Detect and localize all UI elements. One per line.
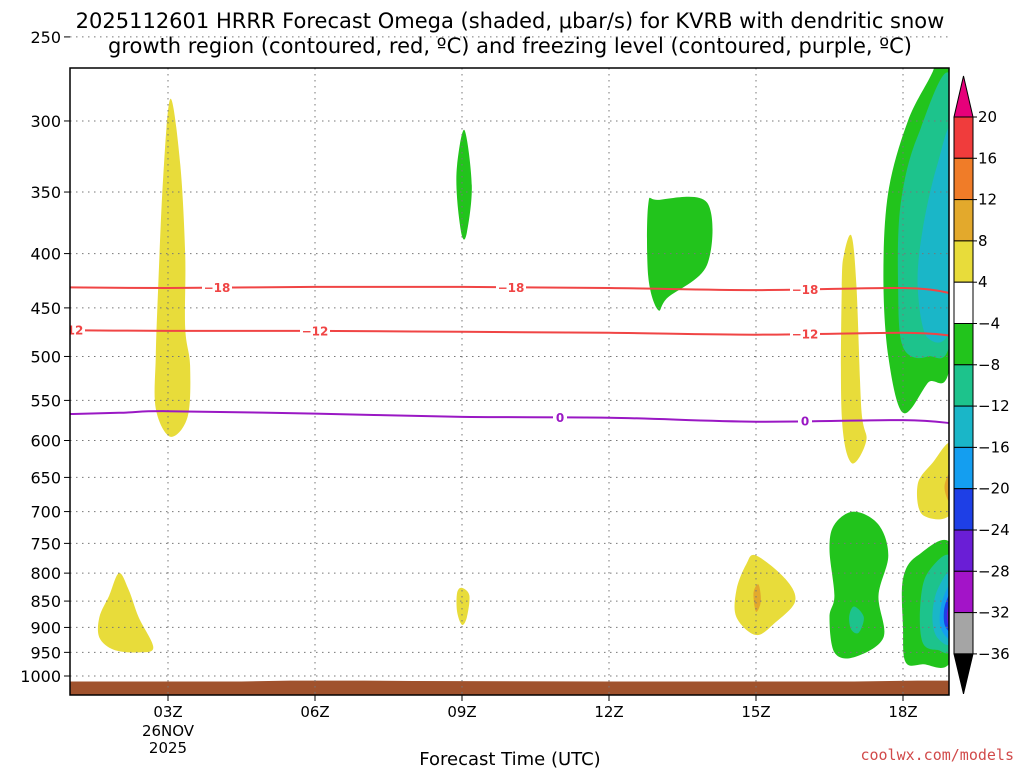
dendritic-18-label-0: −18: [204, 281, 231, 295]
y-tick-label-250: 250: [30, 28, 61, 47]
dendritic-18-label-bg-1: [496, 280, 526, 295]
colorbar-label--4: −4: [978, 315, 1000, 333]
grid-layer: [70, 36, 949, 695]
y-tick-label-950: 950: [30, 643, 61, 662]
positive-omega-02z-low: [97, 573, 154, 653]
y-tick-label-450: 450: [30, 299, 61, 318]
colorbar-box--4: [953, 323, 974, 366]
positive-omega-03z-column: [154, 98, 191, 437]
chart-title-line-2: growth region (contoured, red, ºC) and f…: [108, 34, 912, 58]
ground-layer: [70, 680, 949, 695]
positive-omega-19z-mid-core: [944, 472, 949, 502]
negative-omega-19z-low-32: [950, 607, 952, 624]
negative-omega-17z-core: [849, 606, 864, 634]
y-tick-label-800: 800: [30, 564, 61, 583]
colorbar-box--28: [953, 570, 974, 614]
x-axis-title: Forecast Time (UTC): [419, 749, 600, 768]
positive-omega-15z-low: [734, 554, 796, 636]
freezing-level-0-label-1: 0: [801, 415, 809, 429]
colorbar-box-4: [953, 281, 974, 325]
x-tick-label-03Z: 03Z: [153, 703, 182, 721]
colorbar-label--20: −20: [978, 480, 1010, 498]
date-label-day: 26NOV: [142, 722, 195, 740]
y-tick-label-850: 850: [30, 592, 61, 611]
y-tick-label-1000: 1000: [20, 667, 61, 686]
y-tick-label-700: 700: [30, 503, 61, 522]
colorbar-box--32: [953, 612, 974, 655]
colorbar-label--24: −24: [978, 521, 1010, 539]
colorbar-label-20: 20: [978, 108, 997, 126]
y-tick-label-400: 400: [30, 245, 61, 264]
x-tick-label-18Z: 18Z: [888, 703, 917, 721]
y-tick-label-900: 900: [30, 618, 61, 637]
positive-omega-09z-low: [456, 587, 470, 626]
dendritic-18-label-1: −18: [498, 281, 525, 295]
freezing-level-0-line: [70, 410, 949, 425]
colorbar-box--8: [953, 364, 974, 407]
positive-omega-17z-column: [840, 234, 867, 464]
freezing-level-0-label-bg-0: [553, 410, 567, 425]
credit-text: coolwx.com/models: [860, 746, 1014, 764]
dendritic-12-label-bg-1: [300, 323, 330, 338]
negative-omega-13z: [647, 196, 713, 311]
omega-shading-layer: [97, 68, 952, 668]
colorbar-box-16: [953, 157, 974, 201]
ground-fill: [70, 680, 949, 695]
y-tick-label-300: 300: [30, 112, 61, 131]
colorbar-box--20: [953, 488, 974, 531]
y-tick-label-600: 600: [30, 432, 61, 451]
y-tick-label-550: 550: [30, 391, 61, 410]
freezing-level-0-label-0: 0: [556, 411, 564, 425]
chart-title-line-1: 2025112601 HRRR Forecast Omega (shaded, …: [76, 9, 945, 33]
x-tick-label-06Z: 06Z: [300, 703, 329, 721]
colorbar-label--16: −16: [978, 438, 1010, 456]
colorbar-box-12: [953, 199, 974, 242]
dendritic-18-label-bg-2: [790, 282, 820, 297]
colorbar-label--12: −12: [978, 397, 1010, 415]
contour-layer: −18 −18 −18 −12 −12 −12 0 0: [57, 280, 949, 429]
x-tick-label-12Z: 12Z: [594, 703, 623, 721]
colorbar-box-20: [953, 116, 974, 159]
colorbar-label--36: −36: [978, 645, 1010, 663]
dendritic-12-line: [70, 329, 949, 337]
colorbar-bottom-triangle: [953, 653, 974, 695]
y-axis: 250 300 350 400 450 500 550 600 650 700 750 800 850 9…: [20, 28, 70, 686]
y-tick-label-750: 750: [30, 534, 61, 553]
omega-colorbar: 20 16 12 8 4 −4 −8 −12 −16 −20 −24 −28 −32 −36: [953, 75, 1010, 695]
freezing-level-0-label-bg-1: [798, 414, 812, 429]
colorbar-label--8: −8: [978, 356, 1000, 374]
x-tick-label-15Z: 15Z: [741, 703, 770, 721]
colorbar-label-4: 4: [978, 273, 988, 291]
dendritic-18-label-2: −18: [792, 283, 819, 297]
dendritic-12-label-2: −12: [792, 328, 819, 342]
colorbar-label--32: −32: [978, 604, 1010, 622]
x-axis: 03Z 06Z 09Z 12Z 15Z 18Z: [153, 695, 918, 721]
positive-omega-19z-mid: [916, 442, 949, 520]
colorbar-box--24: [953, 529, 974, 572]
colorbar-label-16: 16: [978, 149, 997, 167]
y-tick-label-650: 650: [30, 468, 61, 487]
negative-omega-09z-mid: [456, 129, 472, 240]
dendritic-12-label-1: −12: [302, 324, 329, 338]
colorbar-box-8: [953, 240, 974, 283]
colorbar-label-8: 8: [978, 232, 988, 250]
y-tick-label-500: 500: [30, 347, 61, 366]
dendritic-12-label-bg-2: [790, 327, 820, 342]
dendritic-18-label-bg-0: [202, 280, 232, 295]
plot-frame: [69, 67, 950, 696]
x-tick-label-09Z: 09Z: [447, 703, 476, 721]
colorbar-label-12: 12: [978, 191, 997, 209]
negative-omega-17z-low: [829, 511, 889, 659]
dendritic-12-label-0: −12: [57, 324, 84, 338]
colorbar-top-triangle: [953, 75, 974, 118]
date-label-year: 2025: [149, 739, 187, 757]
colorbar-box--12: [953, 405, 974, 448]
colorbar-label--28: −28: [978, 562, 1010, 580]
colorbar-box--16: [953, 446, 974, 490]
dendritic-12-label-bg-0: [70, 323, 85, 338]
y-tick-label-350: 350: [30, 183, 61, 202]
positive-omega-15z-core: [753, 584, 761, 612]
